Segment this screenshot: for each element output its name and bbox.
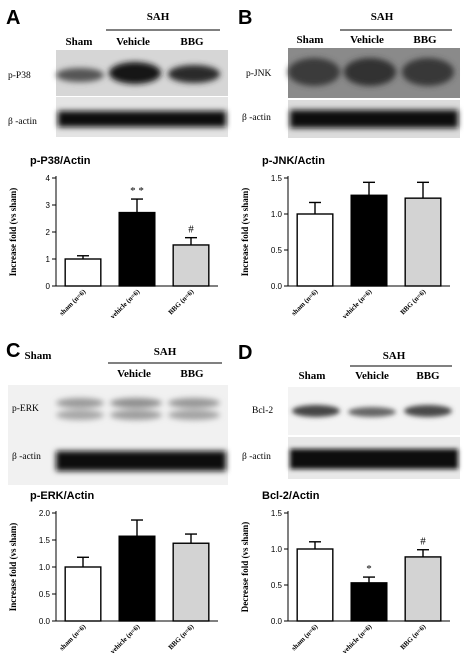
group-label: SAH [147,11,170,23]
significance-marker: # [188,224,194,236]
row-label-actin: β -actin [8,117,37,127]
y-axis-label: Increase fold (vs sham) [240,188,250,277]
x-tick-label: sham (n=6) [58,622,88,652]
x-tick-label: sham (n=6) [58,287,88,317]
bar [172,542,210,622]
y-tick-label: 0 [46,282,51,291]
bar-chart: p-JNK/Actin Increase fold (vs sham) 0.0 0.5… [240,155,450,321]
y-axis-label: Increase fold (vs sham) [8,188,18,277]
western-blot-bands [288,58,458,128]
lane-label-sham: Sham [25,350,52,362]
row-label-target: p-P38 [8,71,31,81]
row-label-actin: β -actin [242,452,271,462]
panel-a: A SAH Sham Vehicle BBG p-P38 β -actin p-… [0,0,232,335]
y-tick-label: 0.0 [271,282,283,291]
lane-label-bbg: BBG [416,370,440,382]
lane-label-sham: Sham [297,34,324,46]
row-label-actin: β -actin [12,452,41,462]
panel-d-figure: D SAH Sham Vehicle BBG Bcl-2 β -actin [238,342,460,479]
y-tick-label: 0.5 [39,590,51,599]
x-tick-label: vehicle (n=6) [341,287,374,320]
lane-label-bbg: BBG [180,36,204,48]
bar-chart: p-ERK/Actin Increase fold (vs sham) 0.0 0.5… [8,490,218,656]
y-tick-label: 1.0 [39,563,51,572]
y-axis-label: Decrease fold (vs sham) [240,522,250,613]
bar [172,244,210,287]
y-tick-label: 1 [46,255,51,264]
bar [404,197,442,287]
bar [296,548,334,622]
panel-c-figure: C SAH Sham Vehicle BBG p-ERK β -actin [6,340,228,485]
bar [118,211,156,287]
x-tick-label: BBG (n=6) [167,287,196,316]
western-blot-bands [56,62,226,127]
western-blot-bands [290,405,458,469]
lane-label-bbg: BBG [180,368,204,380]
panel-letter: B [238,7,252,29]
group-label: SAH [154,346,177,358]
panel-letter: A [6,7,20,29]
panel-a-figure: A SAH Sham Vehicle BBG p-P38 β -actin [6,7,228,137]
y-tick-label: 1.5 [271,509,283,518]
y-tick-label: 1.0 [271,545,283,554]
panel-d: D SAH Sham Vehicle BBG Bcl-2 β -actin Bc… [232,335,464,670]
row-label-target: Bcl-2 [252,406,273,416]
y-tick-label: 2 [46,228,51,237]
lane-label-sham: Sham [66,36,93,48]
chart-title: p-JNK/Actin [262,155,325,167]
y-axis-label: Increase fold (vs sham) [8,523,18,612]
y-tick-label: 0.5 [271,581,283,590]
y-tick-label: 1.0 [271,210,283,219]
panel-b-figure: B SAH Sham Vehicle BBG p-JNK β -actin [238,7,460,138]
panel-letter: C [6,340,20,362]
significance-marker: * [366,563,372,575]
chart-title: p-ERK/Actin [30,490,94,502]
x-tick-label: BBG (n=6) [399,287,428,316]
lane-label-bbg: BBG [413,34,437,46]
bar [350,582,388,622]
chart-title: p-P38/Actin [30,155,91,167]
lane-label-vehicle: Vehicle [350,34,384,46]
bar [404,556,442,622]
lane-label-vehicle: Vehicle [117,368,151,380]
x-tick-label: vehicle (n=6) [109,622,142,655]
y-tick-label: 1.5 [39,536,51,545]
y-tick-label: 4 [46,174,51,183]
bar [64,258,102,287]
panel-b: B SAH Sham Vehicle BBG p-JNK β -actin p-… [232,0,464,335]
y-tick-label: 1.5 [271,174,283,183]
y-tick-label: 2.0 [39,509,51,518]
group-label: SAH [371,11,394,23]
panel-letter: D [238,342,252,364]
y-tick-label: 0.0 [39,617,51,626]
x-tick-label: BBG (n=6) [167,622,196,651]
panel-c: C SAH Sham Vehicle BBG p-ERK β -actin p-… [0,335,232,670]
bar-chart: Bcl-2/Actin Decrease fold (vs sham) 0.0 0.5… [240,490,450,656]
lane-label-vehicle: Vehicle [116,36,150,48]
chart-title: Bcl-2/Actin [262,490,320,502]
row-label-target: p-JNK [246,69,271,79]
significance-marker: # [420,536,426,548]
group-label: SAH [383,350,406,362]
bar [64,566,102,622]
x-tick-label: sham (n=6) [290,622,320,652]
western-blot-bands [56,398,226,471]
y-tick-label: 0.0 [271,617,283,626]
x-tick-label: vehicle (n=6) [109,287,142,320]
y-tick-label: 0.5 [271,246,283,255]
x-tick-label: BBG (n=6) [399,622,428,651]
x-tick-label: sham (n=6) [290,287,320,317]
lane-label-sham: Sham [299,370,326,382]
bar [118,535,156,622]
bar [296,213,334,287]
bar-chart: p-P38/Actin Increase fold (vs sham) 0 1 2 3 4 s… [8,155,218,321]
row-label-target: p-ERK [12,404,39,414]
x-tick-label: vehicle (n=6) [341,622,374,655]
row-label-actin: β -actin [242,113,271,123]
significance-marker: * * [130,185,144,197]
lane-label-vehicle: Vehicle [355,370,389,382]
bar [350,194,388,287]
y-tick-label: 3 [46,201,51,210]
